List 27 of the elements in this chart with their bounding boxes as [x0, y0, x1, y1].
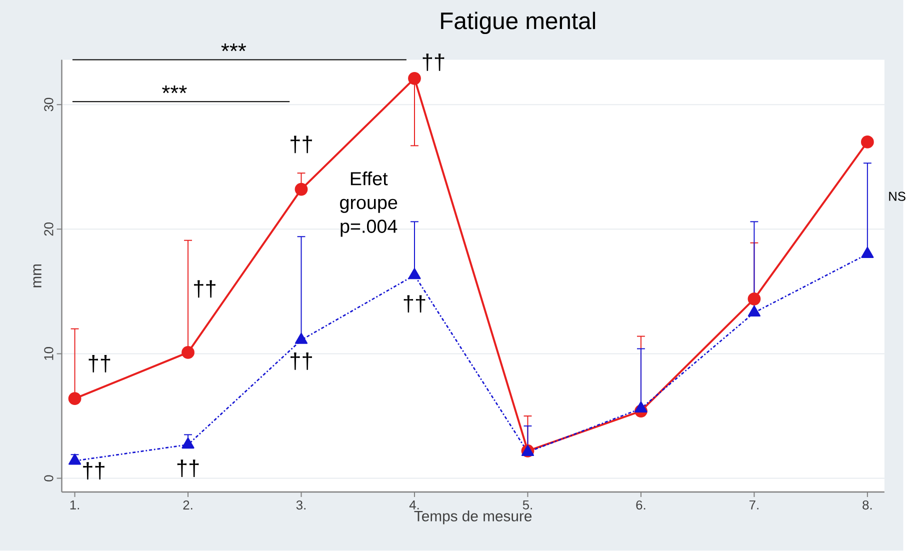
- x-tick-label: 4.: [409, 500, 419, 510]
- text: ***: [221, 44, 246, 52]
- x-tick-label: 5.: [522, 500, 532, 510]
- annotation: ††: [422, 54, 444, 72]
- x-tick-label: 8.: [862, 500, 872, 510]
- annotation: Effet groupe p=.004: [340, 172, 398, 237]
- chart-title: Fatigue mental: [441, 12, 596, 34]
- x-tick-label: 1.: [70, 500, 79, 510]
- x-tick-label: 7.: [749, 500, 758, 510]
- y-tick-label: 20: [44, 222, 54, 236]
- x-tick-label: 6.: [636, 500, 646, 510]
- annotation: ***: [162, 86, 187, 94]
- y-tick-label: 0: [44, 475, 54, 482]
- x-tick-label: 3.: [296, 500, 306, 510]
- annotation: ††: [290, 136, 312, 154]
- x-tick-label: 2.: [183, 500, 192, 510]
- annotation: ††: [404, 295, 426, 313]
- y-tick-label: 30: [44, 98, 54, 112]
- annotation: ††: [177, 460, 199, 478]
- text: NS: [889, 192, 906, 202]
- annotation: ††: [290, 352, 312, 370]
- y-tick-label: 10: [44, 347, 54, 360]
- y-axis-title: mm: [33, 264, 42, 288]
- annotation: ††: [194, 280, 216, 298]
- annotation: ††: [83, 462, 104, 480]
- x-axis-title: Temps de mesure: [414, 510, 532, 524]
- annotation: ††: [88, 355, 110, 372]
